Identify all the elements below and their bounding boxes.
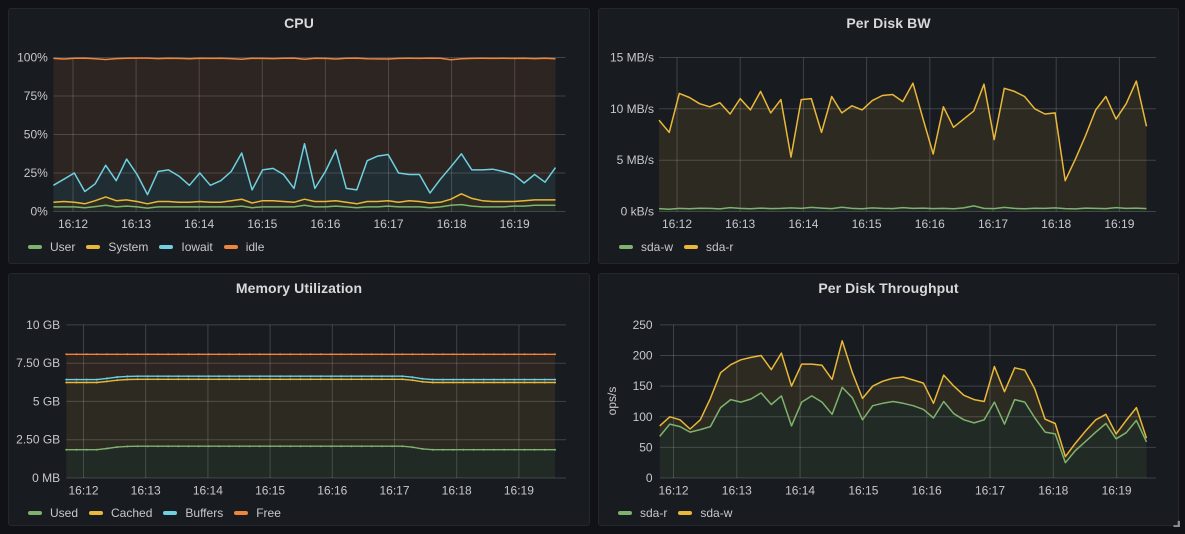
svg-text:16:19: 16:19 [1104, 217, 1134, 231]
svg-text:16:18: 16:18 [1041, 217, 1071, 231]
svg-text:7.50 GB: 7.50 GB [16, 356, 60, 370]
svg-text:16:16: 16:16 [310, 217, 340, 231]
svg-text:250: 250 [633, 318, 653, 332]
svg-text:16:15: 16:15 [852, 217, 882, 231]
svg-text:100: 100 [633, 410, 653, 424]
svg-text:5 GB: 5 GB [33, 394, 60, 408]
svg-text:ops/s: ops/s [605, 387, 619, 416]
svg-text:200: 200 [633, 349, 653, 363]
svg-text:16:12: 16:12 [58, 217, 88, 231]
svg-text:16:16: 16:16 [912, 484, 942, 498]
svg-text:50: 50 [639, 440, 653, 454]
svg-text:10 GB: 10 GB [26, 318, 60, 332]
svg-text:16:14: 16:14 [785, 484, 815, 498]
svg-text:50%: 50% [24, 128, 48, 142]
svg-text:16:18: 16:18 [442, 484, 472, 498]
svg-text:16:19: 16:19 [504, 484, 534, 498]
svg-text:15 MB/s: 15 MB/s [610, 51, 654, 65]
svg-text:16:13: 16:13 [121, 217, 151, 231]
svg-text:16:14: 16:14 [193, 484, 223, 498]
svg-text:16:12: 16:12 [658, 484, 688, 498]
svg-text:16:17: 16:17 [978, 217, 1008, 231]
svg-text:75%: 75% [24, 89, 48, 103]
svg-text:0 MB: 0 MB [32, 471, 60, 485]
svg-text:0 kB/s: 0 kB/s [621, 205, 654, 219]
svg-text:16:15: 16:15 [848, 484, 878, 498]
svg-text:16:12: 16:12 [662, 217, 692, 231]
svg-text:16:17: 16:17 [373, 217, 403, 231]
svg-text:16:17: 16:17 [975, 484, 1005, 498]
svg-text:16:16: 16:16 [317, 484, 347, 498]
svg-text:25%: 25% [24, 166, 48, 180]
svg-text:16:13: 16:13 [725, 217, 755, 231]
svg-text:16:19: 16:19 [500, 217, 530, 231]
svg-text:100%: 100% [17, 51, 48, 65]
svg-text:0: 0 [646, 471, 653, 485]
svg-text:16:15: 16:15 [247, 217, 277, 231]
svg-text:150: 150 [633, 379, 653, 393]
svg-text:0%: 0% [30, 205, 48, 219]
svg-text:16:14: 16:14 [788, 217, 818, 231]
svg-text:2.50 GB: 2.50 GB [16, 433, 60, 447]
svg-text:16:13: 16:13 [131, 484, 161, 498]
svg-text:16:15: 16:15 [255, 484, 285, 498]
svg-text:16:17: 16:17 [379, 484, 409, 498]
svg-text:16:19: 16:19 [1102, 484, 1132, 498]
svg-text:16:18: 16:18 [437, 217, 467, 231]
svg-text:16:14: 16:14 [184, 217, 214, 231]
svg-text:16:18: 16:18 [1038, 484, 1068, 498]
svg-text:16:12: 16:12 [68, 484, 98, 498]
svg-text:5 MB/s: 5 MB/s [617, 153, 654, 167]
svg-text:16:16: 16:16 [915, 217, 945, 231]
svg-text:16:13: 16:13 [722, 484, 752, 498]
svg-text:10 MB/s: 10 MB/s [610, 102, 654, 116]
